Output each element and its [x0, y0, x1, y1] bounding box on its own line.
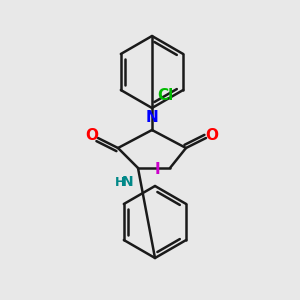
Text: O: O	[206, 128, 218, 143]
Text: N: N	[146, 110, 158, 125]
Text: N: N	[122, 175, 134, 189]
Text: Cl: Cl	[157, 88, 173, 103]
Text: O: O	[85, 128, 98, 143]
Text: H: H	[115, 176, 125, 188]
Text: I: I	[154, 162, 160, 177]
